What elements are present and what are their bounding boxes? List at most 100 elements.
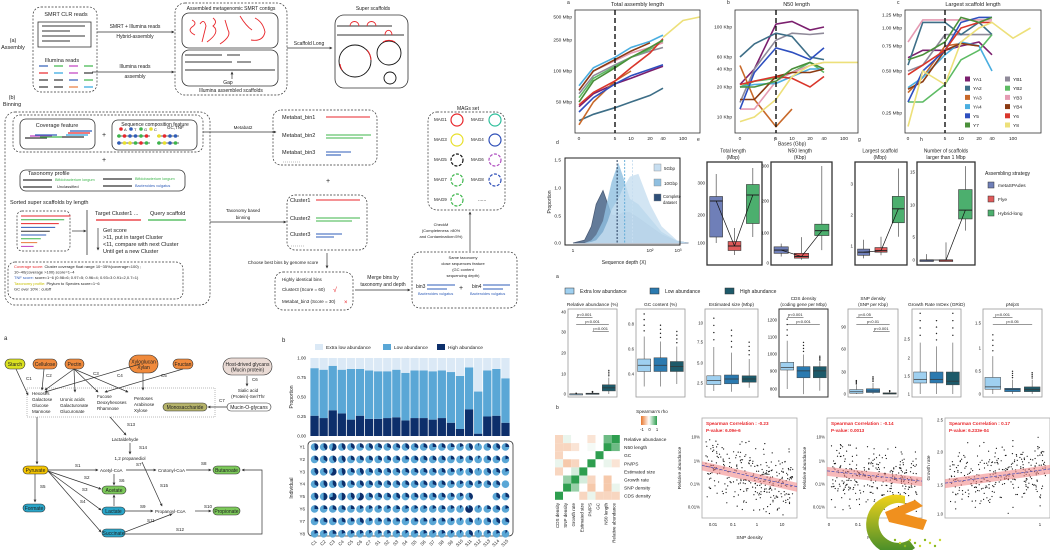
scatter-point bbox=[740, 459, 742, 461]
pie-slice-high bbox=[450, 468, 455, 472]
individual-label: Y7 bbox=[299, 519, 305, 524]
chart-title: larger than 1 Mbp bbox=[926, 155, 965, 161]
pie-slice-high bbox=[357, 492, 364, 501]
scatter-point bbox=[718, 453, 721, 455]
heatmap-row-label: GC bbox=[624, 453, 632, 459]
outlier-point bbox=[659, 328, 662, 331]
panel-letter: g bbox=[858, 137, 861, 143]
heatmap-col-label: Estimated size bbox=[579, 503, 584, 533]
scatter-point bbox=[728, 465, 731, 468]
scatter-point bbox=[902, 462, 904, 464]
y-tick-label: 0 bbox=[766, 261, 769, 266]
scatter-point bbox=[983, 441, 985, 444]
step-label-s1: S1 bbox=[75, 463, 81, 468]
bar-segment-low-abundance bbox=[474, 391, 483, 434]
scatter-point bbox=[724, 483, 726, 485]
cellulose-node bbox=[32, 358, 58, 370]
pie-slice-high bbox=[414, 455, 419, 461]
scatter-point bbox=[765, 472, 767, 474]
x-tick-label: 40 bbox=[821, 136, 827, 142]
pie-slice-high bbox=[332, 455, 337, 463]
scatter-point bbox=[949, 465, 951, 467]
pie-slice-high bbox=[341, 517, 346, 523]
bar-segment-extra-low-abundance bbox=[337, 358, 346, 370]
scaffold-long-label: Scaffold Long bbox=[294, 41, 325, 47]
scatter-point bbox=[759, 497, 761, 499]
step-label-c3: C3 bbox=[93, 371, 99, 376]
taxon-label: Unclassified bbox=[57, 184, 79, 189]
scatter-point bbox=[758, 492, 761, 494]
outlier-point bbox=[676, 334, 678, 336]
scatter-point bbox=[841, 497, 843, 499]
y-tick-label: 100 bbox=[697, 241, 705, 246]
scatter-point bbox=[753, 509, 755, 511]
scatter-point bbox=[988, 450, 990, 452]
pie-slice-high bbox=[369, 480, 373, 486]
scatter-point bbox=[1039, 496, 1041, 498]
contig-squiggle bbox=[250, 17, 266, 41]
pie-slice-high bbox=[460, 455, 464, 460]
scatter-point bbox=[965, 465, 967, 468]
pie-slice-high bbox=[423, 530, 428, 534]
propionate-node-label: Propionate bbox=[214, 509, 238, 515]
hybrid-label: SMRT + Illumina reads bbox=[110, 24, 161, 30]
bar-segment-high-abundance bbox=[501, 422, 510, 436]
y-tick-label: 90 bbox=[841, 325, 846, 330]
x-tick-label: 10 bbox=[789, 136, 795, 142]
scatter-point bbox=[978, 490, 980, 492]
outlier-point bbox=[919, 327, 921, 329]
paired-line bbox=[945, 210, 966, 261]
paired-line bbox=[880, 208, 899, 251]
series-lines bbox=[739, 20, 858, 128]
pie-slice-high bbox=[378, 443, 382, 449]
scatter-point bbox=[1017, 486, 1020, 488]
scatter-point bbox=[952, 464, 954, 466]
scatter-point bbox=[789, 497, 791, 499]
chart-title: GC content (%) bbox=[644, 302, 677, 308]
contigs-title: Assembled metagenomic SMRT contigs bbox=[187, 6, 276, 12]
scatter-point bbox=[766, 491, 768, 493]
scatter-point bbox=[1019, 456, 1021, 459]
p-value-label: p<0.001 bbox=[585, 319, 600, 324]
panel-name: Assembly bbox=[1, 45, 25, 51]
scatter-point bbox=[830, 486, 833, 488]
scatter-point bbox=[856, 481, 858, 483]
y-tick-label: 40 bbox=[561, 310, 566, 315]
query-scaffold-label: Query scaffold bbox=[150, 211, 185, 217]
scatter-point bbox=[1030, 458, 1032, 460]
heatmap-cell bbox=[571, 451, 580, 460]
mag-label: MAG8 bbox=[471, 177, 484, 182]
panel-letter: b bbox=[556, 405, 559, 411]
metabat-bin-label: Metabat_bin1 bbox=[282, 115, 315, 121]
bar-segment-low-abundance bbox=[383, 371, 392, 419]
pie-slice-high bbox=[396, 517, 401, 522]
scatter-point bbox=[885, 457, 887, 460]
pie-slice-high bbox=[323, 530, 328, 534]
scatter-point bbox=[741, 459, 744, 461]
monosaccharide-node bbox=[162, 402, 208, 412]
scatter-point bbox=[1036, 490, 1038, 493]
legend-swatch bbox=[383, 344, 391, 350]
scatter-point bbox=[748, 462, 750, 464]
scatter-point bbox=[770, 496, 772, 498]
scatter-point bbox=[983, 462, 985, 464]
bar-segment-low-abundance bbox=[501, 378, 510, 423]
scatter-point bbox=[755, 448, 757, 450]
scatter-point bbox=[986, 486, 988, 488]
pie-slice-high bbox=[369, 517, 373, 522]
y-tick-label: 0.8 bbox=[628, 322, 635, 327]
line-series-yb1 bbox=[739, 32, 825, 103]
x-tick-label: S13 bbox=[482, 538, 492, 548]
outlier-point bbox=[713, 339, 715, 341]
heatmap-cell bbox=[555, 467, 564, 476]
scatter-point bbox=[862, 491, 865, 493]
scatter-point bbox=[954, 501, 956, 503]
step-label-s2: S2 bbox=[84, 475, 90, 480]
scatter-point bbox=[959, 460, 962, 462]
y-tick-label: 2.0 bbox=[937, 450, 944, 455]
plot-frame bbox=[778, 308, 829, 398]
pie-slice-high bbox=[478, 455, 481, 460]
bar-segment-low-abundance bbox=[464, 367, 474, 410]
smrt-reads-label: SMRT CLR reads bbox=[44, 12, 87, 18]
